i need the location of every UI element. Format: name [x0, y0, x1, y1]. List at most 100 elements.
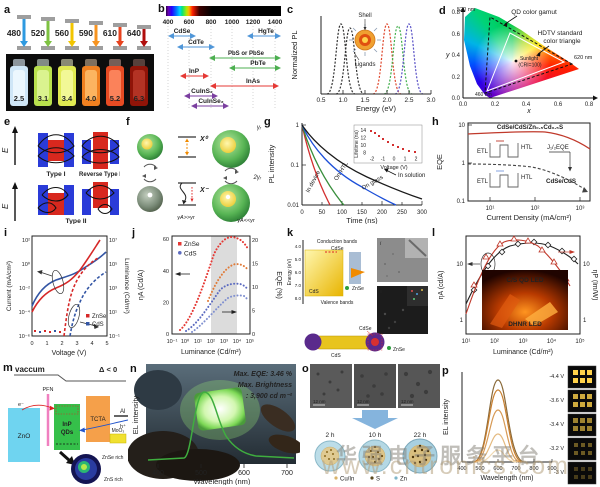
tick-label: 600: [238, 470, 250, 477]
condition-right: γA<<γr: [237, 218, 256, 224]
tick-label: 10⁰: [22, 261, 31, 268]
hdtv-label-2: color triangle: [543, 38, 581, 45]
tick-label: 500: [475, 466, 484, 472]
y-axis-label: PL intensity: [267, 145, 276, 184]
tick-label: 500: [195, 470, 207, 477]
inset-tick: 10: [360, 143, 366, 149]
tem-series: 12 nm 12 nm 12 nm: [310, 364, 440, 408]
x-axis-label: Voltage (V): [52, 350, 87, 357]
legend-cds: CdS: [92, 322, 104, 328]
voltage-label: -3 V: [554, 470, 564, 476]
bandgap-arrows: 480 520 560 590 610 640: [7, 15, 151, 50]
panel-b: b 400 600 800 1000 1200 1400 CdSe HgTe C…: [158, 3, 283, 109]
vacuum-label: vaccum: [15, 365, 45, 374]
y-axis-right-label: EQE (%): [275, 271, 282, 299]
panel-letter: e: [4, 116, 10, 128]
wavelength-label: 520: [31, 28, 45, 38]
time-label: 2 h: [325, 432, 334, 439]
curve-top-label: CdSe/CdS/Zn₀.₅Cd₀.₅S: [497, 124, 563, 131]
wavelength-label: 610: [103, 28, 117, 38]
tick-label: 10: [456, 262, 463, 268]
znse-rich-label: ZnSe rich: [102, 455, 124, 461]
device-photo-inset: C/S QD LED DHNR LED: [482, 270, 568, 330]
tick-label: 10⁻⁴: [19, 309, 31, 316]
panel-h: h 10 1 0.1 10¹ 10² 10³ Current Density (…: [432, 116, 591, 222]
tick-label: 600: [493, 466, 502, 472]
pointer-arrow: [58, 450, 72, 463]
nm620-label: 620 nm: [574, 55, 593, 61]
plot-frame: [465, 235, 581, 335]
plot-frame: [31, 235, 108, 337]
htl-label: HTL: [521, 145, 533, 151]
tem2-label: ii: [380, 289, 383, 295]
panel-letter: h: [432, 116, 439, 128]
panel-k: k 4.0 5.0 6.0 7.0 8.0 Energy (eV) Conduc…: [287, 227, 428, 359]
xminus-label: X⁻: [199, 187, 210, 194]
voltage-label: -3.6 V: [549, 398, 564, 404]
tick-label: 10⁻²: [19, 286, 30, 292]
legend-cds: CdS: [184, 251, 197, 258]
sunlight-label-2: (CRI=100): [518, 63, 542, 69]
inset-y-label: Lifetime (ns): [354, 130, 360, 158]
vial-label: 3.4: [62, 94, 73, 103]
tick-label: 10³: [109, 286, 117, 292]
qd-label-2: QDs: [61, 430, 74, 436]
max-brightness-label-1: Max. Brightness: [238, 382, 292, 389]
hole-label: h⁺: [120, 423, 126, 430]
tick-label: 40: [163, 269, 169, 275]
tick-label: 10: [583, 262, 590, 268]
tick-label: 7.0: [295, 283, 302, 288]
al-label: Al: [120, 409, 125, 415]
noise-floor-points: [34, 330, 61, 333]
type1-label: Type I: [46, 171, 65, 178]
qd-gamut-triangle: [484, 16, 574, 94]
wavelength-label: 560: [55, 28, 69, 38]
tick-label: 0: [166, 332, 169, 338]
growth-arrow: [352, 410, 398, 429]
dhnr-rod-schematic: CdSe CdS ZnSe: [304, 326, 405, 359]
plot-frame: [467, 122, 591, 202]
panel-letter: a: [4, 4, 11, 16]
j-half-eqe-annotation: J₁/₂EQE: [547, 145, 572, 172]
composition-legend: Cu/In S Zn: [334, 476, 407, 483]
scale-bar-label: 12 nm: [357, 399, 370, 404]
tick-label: 800: [529, 466, 538, 472]
qd-growth-schematics: [314, 438, 438, 474]
device-photo: [128, 364, 300, 481]
tick-label: 700: [511, 466, 520, 472]
tcta-layer: [86, 396, 110, 442]
inset-tick: 8: [363, 151, 366, 157]
scale-bar-label: 12 nm: [401, 399, 414, 404]
y-axis-right-label: Luminance (Cd/m²): [123, 258, 130, 314]
inset-top-label: C/S QD LED: [506, 277, 544, 284]
curve-core-shell: [467, 163, 587, 191]
tick-label: 400: [457, 466, 466, 472]
plot-frame: [171, 235, 251, 335]
voltage-label: -4.4 V: [549, 374, 564, 380]
tick-label: 0: [252, 332, 255, 338]
tick-label: 800: [206, 19, 217, 26]
panel-letter: g: [264, 116, 271, 128]
panel-l: l 10 1 10 1 10¹ 10² 10³ 10⁴ 10⁵ Luminanc…: [432, 227, 598, 356]
tick-label: 2: [60, 341, 63, 347]
j-label: J₁/₂EQE: [547, 145, 569, 151]
tick-label: 20: [252, 238, 258, 244]
tick-label: 0.1: [457, 199, 466, 205]
max-eqe-label: Max. EQE: 3.46 %: [234, 371, 293, 378]
y-axis-label: EL intensity: [443, 399, 450, 435]
inset-x-label: Voltage (V): [380, 165, 407, 171]
nm460-label: 460 nm: [475, 92, 492, 98]
time-label: 22 h: [414, 432, 427, 439]
etl-label: ETL: [477, 149, 489, 155]
inset-data-points: [370, 130, 416, 153]
panel-g: g 1 0.1 0.01 0 50 100 150 200 250 300 Ti: [264, 116, 428, 224]
rod-cds-label: CdS: [331, 353, 341, 359]
x0-label: X⁰: [199, 135, 209, 143]
pl-spectra: [326, 23, 424, 95]
material-ranges: CdSe HgTe CdTe PbS or PbSe PbTe InP InAs…: [168, 28, 281, 109]
efficiency-curves: [179, 235, 249, 333]
x-axis-label: Wavelength (nm): [480, 475, 533, 482]
tick-label: 5.0: [295, 257, 302, 262]
tick-label: 0.8: [585, 102, 594, 108]
